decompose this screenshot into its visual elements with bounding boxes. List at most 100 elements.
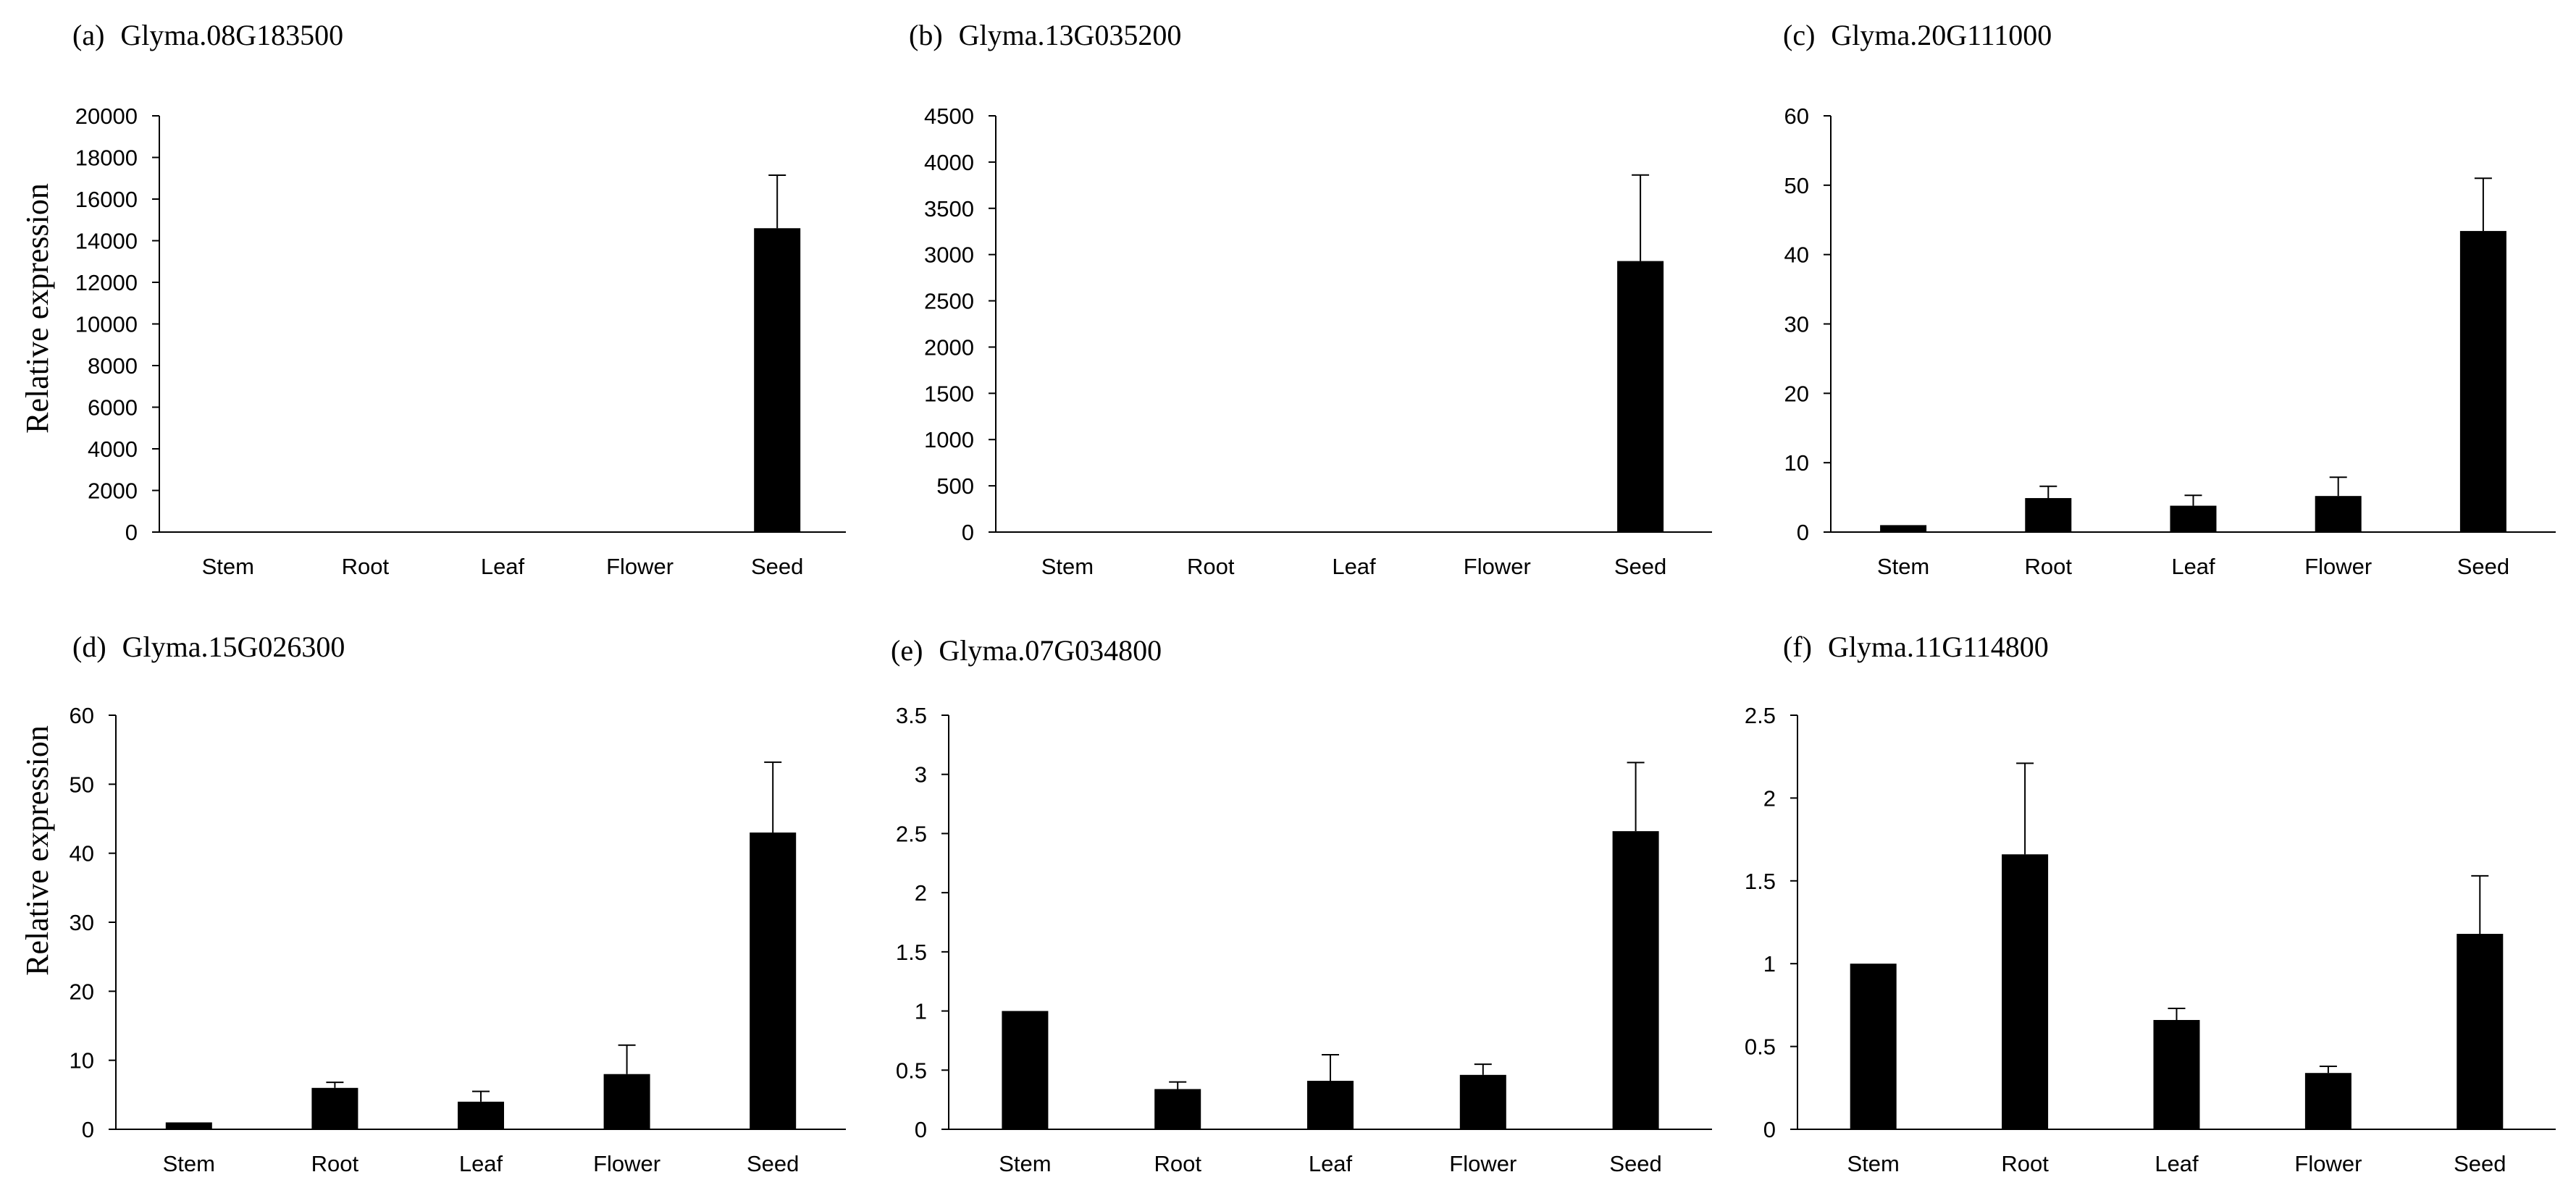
y-tick-label: 10 — [70, 1048, 94, 1074]
y-tick-label: 1.5 — [1745, 869, 1776, 894]
y-tick-label: 18000 — [75, 146, 138, 171]
x-tick-label: Stem — [1041, 554, 1094, 579]
bar-flower — [2315, 496, 2362, 532]
panel-title: (a) Glyma.08G183500 — [72, 19, 343, 51]
y-tick-label: 20 — [70, 979, 94, 1004]
x-tick-label: Seed — [751, 554, 803, 579]
panel-a: (a) Glyma.08G183500 Relative expression 0… — [20, 19, 846, 579]
x-tick-label: Seed — [1609, 1151, 1661, 1176]
x-tick-label: Flower — [1449, 1151, 1516, 1176]
x-tick-label: Seed — [1614, 554, 1666, 579]
y-axis-label: Relative expression — [20, 183, 55, 434]
bar-stem — [1044, 531, 1091, 533]
y-tick-label: 1 — [915, 999, 927, 1024]
bar-stem — [1850, 964, 1897, 1129]
x-tick-label: Leaf — [459, 1151, 503, 1176]
y-tick-label: 30 — [70, 910, 94, 935]
bar-root — [2025, 498, 2072, 532]
x-tick-label: Flower — [2304, 554, 2372, 579]
y-tick-label: 12000 — [75, 270, 138, 295]
x-tick-label: Stem — [1877, 554, 1929, 579]
y-tick-label: 14000 — [75, 229, 138, 254]
y-axis-label: Relative expression — [20, 725, 55, 976]
bar-flower — [616, 531, 663, 533]
y-tick-label: 3 — [915, 762, 927, 788]
bar-seed — [1612, 831, 1659, 1129]
y-tick-label: 4500 — [924, 104, 974, 129]
y-tick-label: 2.5 — [1745, 703, 1776, 728]
y-tick-label: 30 — [1784, 312, 1809, 337]
bar-flower — [1474, 531, 1521, 533]
x-tick-label: Stem — [1847, 1151, 1900, 1176]
panel-title: (e) Glyma.07G034800 — [891, 634, 1162, 667]
bar-seed — [2459, 231, 2506, 532]
bar-stem — [204, 531, 251, 533]
panel-c: (c) Glyma.20G111000 0 10 20 30 40 50 60 Stem Root… — [1783, 19, 2556, 579]
y-tick-label: 2000 — [88, 479, 138, 504]
y-tick-label: 40 — [1784, 243, 1809, 268]
x-tick-label: Stem — [163, 1151, 215, 1176]
x-tick-label: Leaf — [2171, 554, 2215, 579]
bar-stem — [1880, 525, 1927, 532]
y-tick-label: 0 — [962, 520, 974, 545]
y-tick-label: 0.5 — [896, 1058, 927, 1083]
x-tick-label: Root — [2001, 1151, 2049, 1176]
panel-title: (d) Glyma.15G026300 — [72, 631, 345, 663]
x-tick-label: Seed — [2457, 554, 2509, 579]
bar-seed — [1617, 261, 1664, 532]
y-tick-label: 2 — [1763, 785, 1776, 811]
y-tick-label: 3.5 — [896, 703, 927, 728]
panel-d: (d) Glyma.15G026300 Relative expression 0… — [20, 631, 846, 1176]
panel-f: (f) Glyma.11G114800 0 0.5 1 1.5 2 2.5 Stem Root L… — [1745, 631, 2556, 1176]
x-tick-label: Seed — [2454, 1151, 2506, 1176]
y-tick-label: 2 — [915, 880, 927, 906]
x-tick-label: Stem — [202, 554, 254, 579]
x-tick-label: Leaf — [1309, 1151, 1353, 1176]
bar-leaf — [2153, 1019, 2200, 1129]
bar-leaf — [479, 531, 526, 533]
y-tick-label: 60 — [70, 703, 94, 728]
y-tick-label: 50 — [1784, 173, 1809, 198]
y-tick-label: 0 — [1797, 520, 1809, 545]
y-tick-label: 2.5 — [896, 821, 927, 846]
x-tick-label: Root — [311, 1151, 359, 1176]
bar-flower — [2304, 1073, 2351, 1129]
y-tick-label: 0 — [1763, 1117, 1776, 1142]
bar-root — [1154, 1089, 1201, 1129]
bar-seed — [750, 832, 797, 1129]
y-tick-label: 500 — [936, 473, 974, 499]
x-tick-label: Leaf — [481, 554, 525, 579]
bar-leaf — [2170, 505, 2217, 532]
y-tick-label: 2500 — [924, 289, 974, 314]
y-tick-label: 8000 — [88, 353, 138, 379]
y-tick-label: 2000 — [924, 334, 974, 360]
y-tick-label: 10000 — [75, 312, 138, 337]
y-tick-label: 1.5 — [896, 940, 927, 965]
bar-leaf — [458, 1101, 504, 1129]
x-tick-label: Root — [1154, 1151, 1201, 1176]
y-tick-label: 3000 — [924, 243, 974, 268]
x-tick-label: Flower — [606, 554, 674, 579]
y-tick-label: 60 — [1784, 104, 1809, 129]
panel-title: (c) Glyma.20G111000 — [1783, 19, 2052, 51]
bar-leaf — [1330, 531, 1377, 533]
y-tick-label: 1000 — [924, 427, 974, 452]
panel-title: (b) Glyma.13G035200 — [909, 19, 1181, 51]
y-tick-label: 50 — [70, 772, 94, 797]
bar-seed — [754, 228, 801, 532]
y-tick-label: 3500 — [924, 196, 974, 222]
x-tick-label: Leaf — [1332, 554, 1376, 579]
panel-b: (b) Glyma.13G035200 0 500 1000 1500 2000 2500 3… — [909, 19, 1712, 579]
y-tick-label: 20000 — [75, 104, 138, 129]
bar-root — [311, 1087, 358, 1129]
bar-root — [2002, 854, 2049, 1129]
x-tick-label: Flower — [1464, 554, 1531, 579]
y-tick-label: 1500 — [924, 381, 974, 406]
y-tick-label: 16000 — [75, 187, 138, 212]
x-tick-label: Root — [342, 554, 390, 579]
x-tick-label: Root — [1187, 554, 1235, 579]
y-tick-label: 20 — [1784, 381, 1809, 406]
y-tick-label: 4000 — [924, 150, 974, 175]
